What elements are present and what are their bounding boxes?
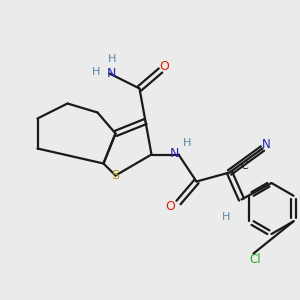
Text: H: H (183, 138, 191, 148)
Text: O: O (159, 60, 169, 74)
Text: N: N (107, 67, 117, 80)
Text: S: S (112, 169, 119, 182)
Text: N: N (170, 146, 180, 160)
Text: O: O (165, 200, 175, 213)
Text: Cl: Cl (249, 253, 261, 266)
Text: H: H (92, 67, 100, 77)
Text: C: C (241, 160, 248, 171)
Text: H: H (108, 54, 116, 64)
Text: H: H (222, 212, 231, 223)
Text: N: N (262, 138, 271, 152)
